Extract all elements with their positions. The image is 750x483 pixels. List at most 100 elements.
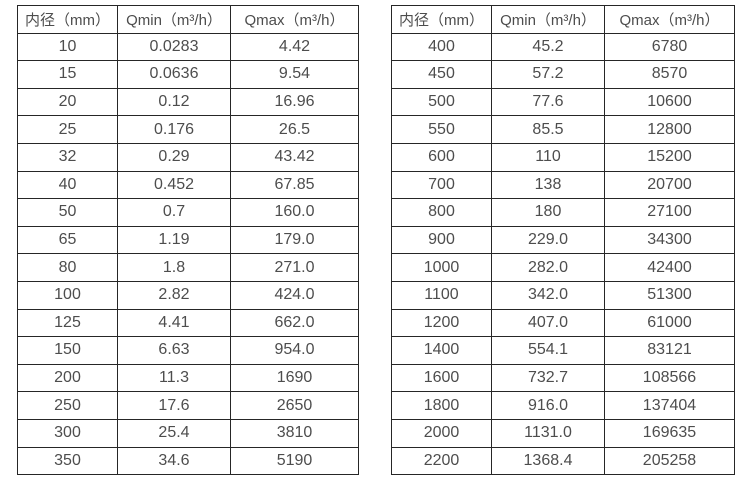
cell-qmax: 27100 [604,198,735,227]
cell-qmin: 0.0283 [117,32,231,62]
cell-qmax: 51300 [604,280,735,310]
cell-qmax: 83121 [604,336,735,365]
flow-spec-table-large: 内径（mm） Qmin（m³/h） Qmax（m³/h） 400 45.2 6780… [391,5,735,476]
cell-inner-diameter: 65 [17,225,118,255]
cell-qmax: 662.0 [230,308,359,338]
cell-qmax: 160.0 [230,198,359,227]
header-qmax: Qmax（m³/h） [604,5,735,34]
cell-inner-diameter: 450 [391,60,492,89]
cell-qmin: 110 [491,142,605,172]
cell-qmin: 0.29 [117,142,231,172]
cell-qmax: 67.85 [230,170,359,200]
cell-inner-diameter: 125 [17,308,118,338]
cell-qmin: 2.82 [117,280,231,310]
cell-inner-diameter: 25 [17,115,118,144]
cell-qmin: 6.63 [117,336,231,365]
cell-inner-diameter: 32 [17,142,118,172]
cell-inner-diameter: 10 [17,32,118,62]
cell-qmax: 424.0 [230,280,359,310]
cell-qmin: 407.0 [491,308,605,338]
cell-inner-diameter: 550 [391,115,492,144]
table-row: 600 110 15200 [391,142,735,172]
table-row: 550 85.5 12800 [391,115,735,144]
cell-inner-diameter: 300 [17,418,118,448]
cell-qmin: 1.19 [117,225,231,255]
cell-inner-diameter: 1400 [391,336,492,365]
cell-inner-diameter: 20 [17,87,118,117]
header-qmax: Qmax（m³/h） [230,5,359,34]
cell-qmin: 0.7 [117,198,231,227]
table-row: 200 11.3 1690 [17,363,359,393]
table-row: 150 6.63 954.0 [17,336,359,365]
table-row: 1400 554.1 83121 [391,336,735,365]
flow-spec-table-small: 内径（mm） Qmin（m³/h） Qmax（m³/h） 10 0.0283 4.4… [17,5,359,476]
cell-qmin: 45.2 [491,32,605,62]
cell-qmin: 0.0636 [117,60,231,89]
cell-qmax: 43.42 [230,142,359,172]
cell-qmax: 20700 [604,170,735,200]
table-row: 10 0.0283 4.42 [17,32,359,62]
cell-qmax: 3810 [230,418,359,448]
table-row: 15 0.0636 9.54 [17,60,359,89]
cell-inner-diameter: 1200 [391,308,492,338]
cell-qmax: 10600 [604,87,735,117]
cell-inner-diameter: 80 [17,253,118,282]
cell-qmax: 12800 [604,115,735,144]
table-row: 450 57.2 8570 [391,60,735,89]
cell-inner-diameter: 1600 [391,363,492,393]
cell-inner-diameter: 15 [17,60,118,89]
cell-qmin: 1.8 [117,253,231,282]
table-row: 32 0.29 43.42 [17,142,359,172]
cell-qmin: 1131.0 [491,418,605,448]
cell-qmin: 25.4 [117,418,231,448]
cell-inner-diameter: 2200 [391,446,492,476]
cell-qmax: 15200 [604,142,735,172]
table-row: 2000 1131.0 169635 [391,418,735,448]
table-row: 1600 732.7 108566 [391,363,735,393]
table-row: 80 1.8 271.0 [17,253,359,282]
cell-inner-diameter: 700 [391,170,492,200]
cell-qmin: 138 [491,170,605,200]
header-qmin: Qmin（m³/h） [491,5,605,34]
table-row: 900 229.0 34300 [391,225,735,255]
cell-inner-diameter: 2000 [391,418,492,448]
cell-qmax: 34300 [604,225,735,255]
cell-qmax: 169635 [604,418,735,448]
cell-qmin: 0.12 [117,87,231,117]
header-inner-diameter: 内径（mm） [391,5,492,34]
cell-qmin: 282.0 [491,253,605,282]
cell-inner-diameter: 500 [391,87,492,117]
cell-qmin: 0.452 [117,170,231,200]
cell-qmax: 9.54 [230,60,359,89]
cell-inner-diameter: 1000 [391,253,492,282]
table-row: 100 2.82 424.0 [17,280,359,310]
table-header-row: 内径（mm） Qmin（m³/h） Qmax（m³/h） [17,5,359,34]
cell-qmin: 57.2 [491,60,605,89]
cell-qmax: 5190 [230,446,359,476]
header-inner-diameter: 内径（mm） [17,5,118,34]
cell-qmin: 229.0 [491,225,605,255]
table-row: 1800 916.0 137404 [391,391,735,420]
table-row: 800 180 27100 [391,198,735,227]
table-row: 65 1.19 179.0 [17,225,359,255]
table-row: 1100 342.0 51300 [391,280,735,310]
cell-inner-diameter: 600 [391,142,492,172]
cell-qmin: 1368.4 [491,446,605,476]
cell-qmax: 8570 [604,60,735,89]
table-row: 250 17.6 2650 [17,391,359,420]
cell-qmax: 61000 [604,308,735,338]
cell-qmax: 179.0 [230,225,359,255]
cell-qmin: 342.0 [491,280,605,310]
cell-qmax: 271.0 [230,253,359,282]
cell-qmin: 732.7 [491,363,605,393]
cell-qmax: 6780 [604,32,735,62]
cell-qmin: 34.6 [117,446,231,476]
cell-inner-diameter: 40 [17,170,118,200]
cell-inner-diameter: 900 [391,225,492,255]
table-row: 2200 1368.4 205258 [391,446,735,476]
cell-qmin: 4.41 [117,308,231,338]
table-row: 1200 407.0 61000 [391,308,735,338]
cell-qmin: 17.6 [117,391,231,420]
table-row: 300 25.4 3810 [17,418,359,448]
